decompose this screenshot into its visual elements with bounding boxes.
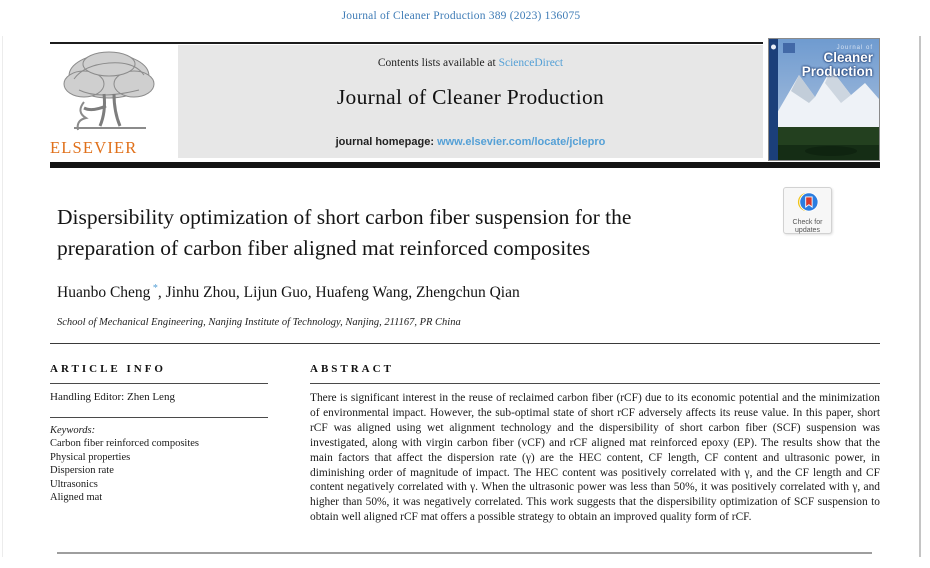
contents-prefix: Contents lists available at — [377, 57, 499, 69]
keyword-item: Carbon fiber reinforced composites — [50, 438, 199, 449]
elsevier-logo: ELSEVIER — [50, 46, 168, 158]
cover-line1: Cleaner — [823, 50, 873, 66]
cover-line2: Production — [801, 64, 873, 80]
badge-label: Check for updates — [792, 219, 823, 235]
masthead-bottom-bar — [50, 162, 880, 168]
author-name: Lijun Guo — [243, 284, 308, 302]
author-name: Jinhu Zhou — [165, 284, 236, 302]
affiliation: School of Mechanical Engineering, Nanjin… — [57, 317, 461, 328]
elsevier-wordmark: ELSEVIER — [50, 138, 138, 157]
author-name: Zhengchun Qian — [416, 284, 520, 302]
header-separator-rule — [50, 343, 880, 344]
contents-line: Contents lists available at ScienceDirec… — [178, 57, 763, 69]
journal-cover-thumbnail[interactable]: Journal of Cleaner Production — [768, 38, 880, 161]
masthead-banner: Contents lists available at ScienceDirec… — [178, 45, 763, 158]
handling-editor: Handling Editor: Zhen Leng — [50, 391, 175, 403]
author-name: Huafeng Wang — [315, 284, 409, 302]
keywords-label: Keywords: — [50, 425, 96, 436]
author-name: Huanbo Cheng — [57, 284, 151, 302]
article-info-column: ARTICLE INFO Handling Editor: Zhen Leng … — [50, 363, 270, 505]
article-title-line2: preparation of carbon fiber aligned mat … — [57, 236, 591, 260]
homepage-line: journal homepage: www.elsevier.com/locat… — [178, 136, 763, 148]
author-list: Huanbo Cheng *, Jinhu Zhou, Lijun Guo, H… — [57, 283, 520, 302]
journal-citation: Journal of Cleaner Production 389 (2023)… — [341, 10, 581, 22]
cover-kicker: Journal of — [836, 45, 873, 51]
crossmark-icon — [797, 192, 819, 212]
keyword-item: Aligned mat — [50, 492, 103, 504]
abstract-rule — [310, 383, 880, 384]
check-for-updates-badge[interactable]: Check for updates — [783, 187, 832, 234]
page-edge-right — [919, 36, 921, 557]
article-title-line1: Dispersibility optimization of short car… — [57, 205, 632, 229]
journal-cover-art — [769, 39, 879, 160]
corresponding-author-marker[interactable]: * — [150, 283, 158, 294]
abstract-text: There is significant interest in the reu… — [310, 392, 880, 524]
masthead-top-rule — [50, 42, 763, 44]
homepage-prefix: journal homepage: — [335, 136, 438, 148]
article-title: Dispersibility optimization of short car… — [57, 202, 797, 264]
sciencedirect-link[interactable]: ScienceDirect — [498, 57, 564, 69]
keyword-item: Physical properties — [50, 451, 131, 463]
cover-title: Journal of Cleaner Production — [802, 45, 873, 80]
elsevier-tree-icon — [63, 51, 155, 131]
page-edge-left — [2, 36, 3, 557]
keywords-list: Carbon fiber reinforced composites Physic… — [50, 437, 270, 505]
abstract-column: ABSTRACT There is significant interest i… — [310, 363, 880, 525]
keyword-item: Dispersion rate — [50, 465, 114, 477]
keyword-item: Ultrasonics — [50, 478, 98, 490]
abstract-heading: ABSTRACT — [310, 363, 394, 375]
journal-name: Journal of Cleaner Production — [336, 85, 605, 109]
page-edge-bottom — [57, 552, 872, 554]
article-info-heading: ARTICLE INFO — [50, 363, 166, 375]
homepage-link[interactable]: www.elsevier.com/locate/jclepro — [437, 136, 606, 148]
article-info-rule — [50, 383, 268, 384]
keywords-rule — [50, 417, 268, 418]
